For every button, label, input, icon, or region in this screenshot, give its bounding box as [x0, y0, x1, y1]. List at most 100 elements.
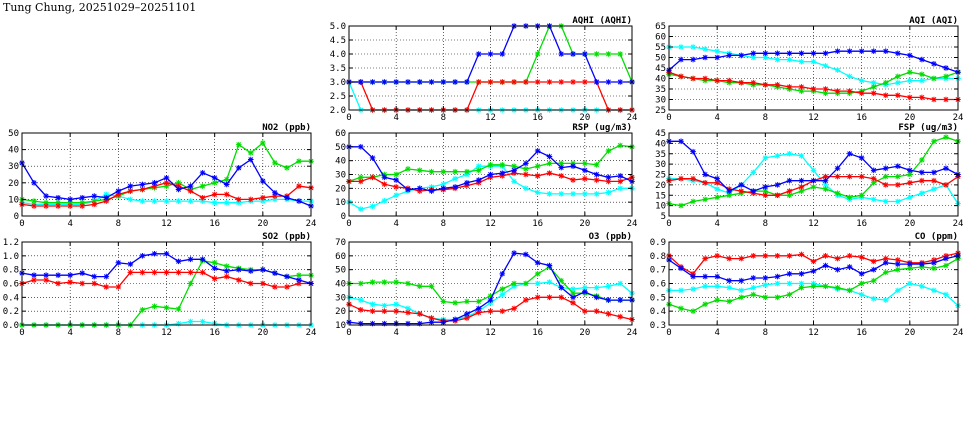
data-point — [511, 178, 517, 185]
data-point — [487, 162, 494, 168]
x-tick-label: 20 — [257, 328, 268, 338]
data-point — [79, 194, 86, 201]
data-point — [738, 277, 745, 284]
data-point — [702, 46, 708, 52]
data-point — [369, 308, 376, 314]
data-point — [593, 51, 600, 57]
data-point — [786, 280, 793, 287]
data-point — [67, 203, 73, 209]
data-point — [919, 71, 925, 78]
data-point — [690, 198, 696, 205]
data-point — [296, 183, 302, 189]
y-tick-label: 50 — [335, 266, 346, 276]
data-point — [405, 309, 411, 316]
data-point — [894, 79, 901, 86]
data-point — [907, 94, 913, 101]
data-point — [475, 309, 482, 316]
data-point — [774, 153, 781, 159]
data-point — [894, 173, 901, 180]
data-point — [931, 169, 937, 176]
data-point — [750, 50, 757, 57]
data-point — [738, 255, 745, 262]
data-point — [907, 265, 913, 272]
data-point — [931, 138, 937, 145]
data-point — [31, 272, 37, 278]
data-point — [284, 284, 290, 290]
data-point — [605, 297, 612, 303]
data-point — [79, 203, 86, 209]
data-point — [175, 198, 182, 204]
data-point — [894, 287, 901, 294]
data-point — [846, 150, 853, 157]
data-point — [499, 271, 506, 277]
data-point — [151, 180, 158, 186]
data-point — [738, 287, 745, 294]
data-point — [511, 163, 517, 169]
x-tick-label: 16 — [856, 219, 867, 229]
data-point — [822, 86, 829, 92]
data-point — [127, 188, 134, 194]
data-point — [798, 188, 805, 194]
data-point — [103, 194, 110, 201]
data-point — [822, 283, 829, 290]
data-point — [393, 301, 399, 308]
data-point — [570, 300, 576, 306]
data-point — [798, 50, 805, 57]
data-point — [199, 269, 206, 276]
data-point — [846, 264, 853, 270]
x-tick-label: 4 — [67, 328, 72, 338]
data-point — [762, 188, 769, 194]
data-point — [822, 50, 829, 57]
data-point — [428, 319, 435, 326]
data-point — [381, 308, 388, 314]
data-point — [139, 198, 146, 204]
y-tick-label: 4.5 — [330, 36, 346, 46]
data-point — [127, 261, 134, 267]
data-point — [139, 253, 146, 259]
y-tick-label: 0.3 — [650, 321, 666, 331]
data-point — [798, 84, 805, 90]
data-point — [750, 291, 757, 298]
data-point — [605, 148, 612, 154]
data-point — [907, 171, 913, 178]
data-point — [570, 191, 576, 197]
data-point — [678, 265, 684, 272]
data-point — [558, 173, 565, 179]
data-point — [381, 197, 388, 204]
data-point — [546, 191, 553, 197]
data-point — [369, 301, 376, 308]
x-tick-label: 20 — [579, 219, 590, 229]
data-point — [511, 305, 517, 312]
data-point — [798, 280, 805, 287]
data-point — [405, 280, 411, 287]
data-point — [726, 284, 733, 291]
data-point — [882, 48, 889, 54]
y-tick-label: 45 — [655, 129, 666, 139]
data-point — [931, 61, 937, 67]
data-point — [582, 51, 588, 57]
y-tick-label: 0 — [14, 212, 19, 222]
data-point — [211, 180, 218, 186]
data-point — [369, 320, 376, 327]
data-point — [405, 166, 411, 172]
x-tick-label: 16 — [532, 328, 543, 338]
data-point — [605, 283, 612, 290]
data-point — [714, 77, 720, 84]
x-tick-label: 12 — [485, 219, 496, 229]
data-point — [558, 79, 565, 85]
data-point — [163, 183, 170, 189]
data-point — [440, 298, 447, 305]
data-point — [907, 194, 913, 201]
data-point — [570, 51, 576, 57]
data-point — [762, 253, 769, 259]
data-point — [714, 297, 720, 303]
data-point — [750, 284, 757, 291]
x-tick-label: 8 — [441, 113, 446, 123]
data-point — [943, 96, 949, 103]
data-point — [750, 275, 757, 281]
data-point — [690, 56, 696, 63]
chart-panel: 0 4 8 12 16 20 24 2.0 2.5 3.0 3.5 4.0 4.5 5.0 AQHI (AQ… — [330, 16, 638, 123]
data-point — [858, 271, 865, 277]
data-point — [428, 168, 435, 175]
